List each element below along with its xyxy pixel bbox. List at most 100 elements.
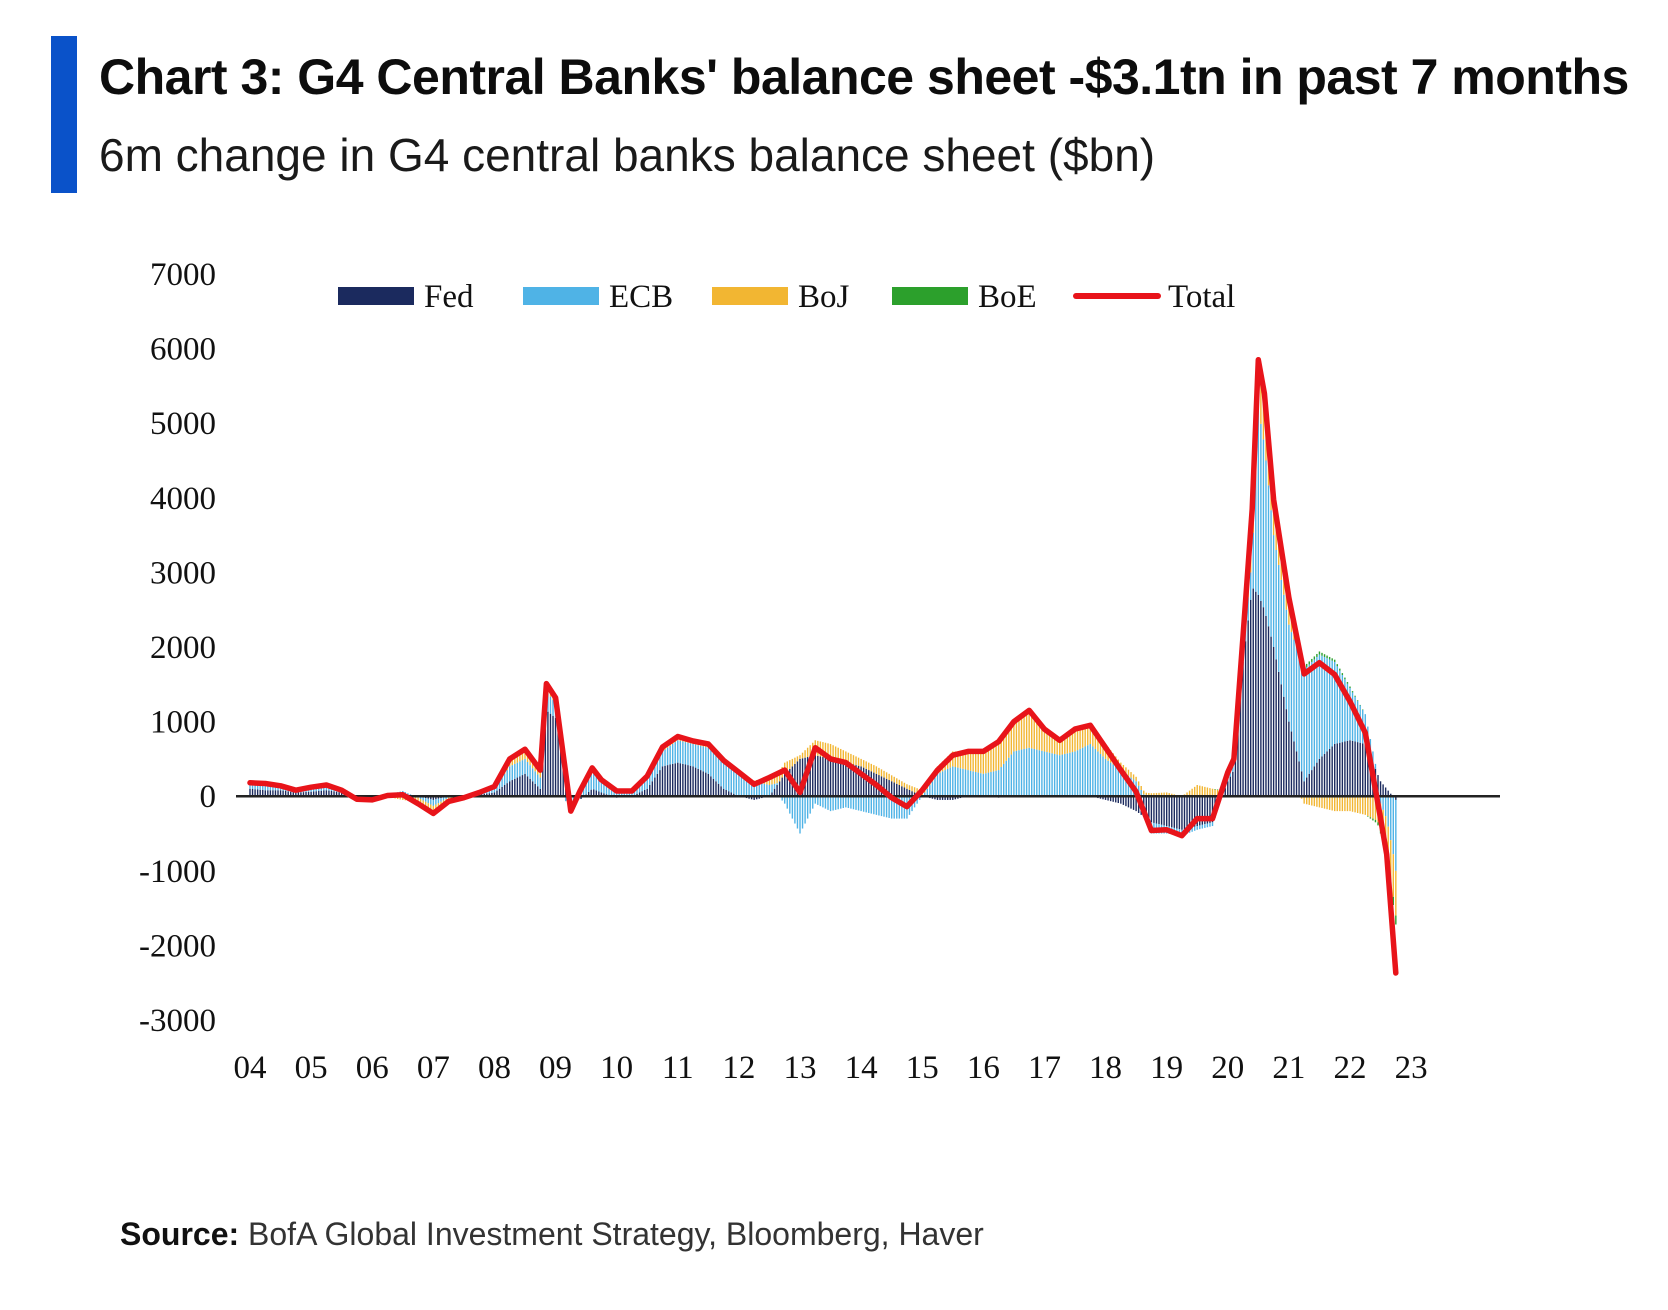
bar-boe: [1341, 673, 1344, 675]
bar-fed: [1349, 740, 1351, 797]
bar-fed: [643, 789, 646, 797]
x-tick-label: 16: [967, 1050, 1000, 1086]
bar-boj: [424, 801, 427, 809]
bar-fed: [1257, 594, 1260, 797]
bar-boj: [1260, 383, 1262, 424]
bar-fed: [1117, 796, 1119, 804]
bar-fed: [936, 796, 939, 800]
bar-fed: [842, 762, 844, 797]
bar-boe: [1356, 700, 1359, 702]
bar-fed: [1270, 636, 1272, 797]
bar-fed: [307, 791, 310, 797]
bar-ecb: [712, 752, 715, 779]
bar-ecb: [419, 796, 422, 800]
bar-ecb: [855, 796, 857, 810]
bar-fed: [702, 771, 704, 797]
bar-fed: [692, 766, 694, 797]
bar-boj: [1076, 728, 1079, 751]
bar-fed: [725, 789, 727, 797]
bar-fed: [1290, 731, 1293, 797]
bar-ecb: [870, 796, 872, 814]
bar-ecb: [249, 784, 251, 789]
bar-fed: [318, 790, 320, 797]
bar-fed: [1367, 750, 1369, 797]
bar-ecb: [1395, 799, 1397, 871]
bar-ecb: [875, 796, 878, 815]
bar-ecb: [524, 758, 526, 774]
bar-fed: [297, 792, 300, 797]
bar-boj: [1275, 521, 1277, 551]
accent-bar: [51, 36, 77, 193]
bar-ecb: [514, 763, 516, 779]
bar-ecb: [509, 766, 511, 782]
bar-ecb: [666, 747, 669, 766]
bar-ecb: [985, 773, 987, 797]
bar-fed: [1341, 742, 1344, 797]
bar-ecb: [633, 789, 636, 795]
x-tick-label: 15: [906, 1050, 939, 1086]
bar-boj: [402, 796, 404, 800]
bar-boj: [1015, 719, 1018, 751]
x-tick-label: 04: [234, 1050, 267, 1086]
bar-ecb: [896, 796, 898, 819]
bar-ecb: [251, 784, 254, 789]
bar-boj: [1323, 796, 1326, 809]
bar-boj: [1153, 793, 1155, 797]
bar-ecb: [519, 761, 521, 777]
bar-ecb: [1041, 750, 1043, 797]
bar-ecb: [786, 796, 788, 809]
bar-fed: [1280, 684, 1282, 797]
bar-ecb: [1094, 748, 1097, 797]
bar-boj: [786, 761, 788, 772]
x-tick-label: 05: [295, 1050, 328, 1086]
bar-ecb: [1074, 751, 1076, 797]
bar-fed: [1193, 796, 1196, 827]
bar-fed: [277, 790, 279, 797]
bar-ecb: [941, 771, 944, 797]
bar-fed: [251, 788, 254, 797]
bar-ecb: [1293, 639, 1295, 742]
bar-boj: [862, 760, 865, 768]
bar-fed: [1227, 781, 1229, 797]
bar-fed: [1278, 671, 1280, 797]
bar-fed: [773, 788, 776, 797]
bar-ecb: [1298, 654, 1300, 762]
bar-ecb: [735, 771, 738, 795]
bar-fed: [687, 765, 689, 797]
x-tick-label: 07: [417, 1050, 450, 1086]
bar-ecb: [939, 772, 941, 797]
bar-ecb: [659, 755, 661, 771]
bar-ecb: [768, 785, 771, 797]
bar-boj: [794, 757, 796, 764]
bar-ecb: [1081, 747, 1084, 797]
bar-boj: [893, 776, 895, 783]
bar-fed: [1249, 599, 1252, 797]
bar-boj: [913, 787, 916, 793]
bar-fed: [1199, 796, 1201, 826]
bar-boj: [1081, 727, 1084, 748]
bar-boj: [1334, 796, 1336, 812]
bar-fed: [941, 796, 944, 800]
bar-ecb: [715, 755, 717, 782]
bar-fed: [1132, 796, 1135, 810]
x-axis: 04 05 06 07 08 09 10 11 12 13 14 15 16 17 18 19 20 21 22 23: [234, 1050, 1428, 1086]
bar-fed: [1158, 796, 1160, 825]
y-tick-label: 3000: [150, 555, 216, 591]
bar-fed: [715, 781, 717, 797]
bar-ecb: [582, 785, 585, 797]
bar-fed: [781, 777, 783, 797]
bar-boj: [1046, 730, 1048, 753]
bar-ecb: [1199, 825, 1201, 830]
bar-fed: [256, 789, 259, 797]
bar-boj: [1341, 796, 1344, 812]
bar-boj: [1084, 726, 1086, 747]
bar-fed: [796, 761, 799, 797]
bar-ecb: [669, 745, 671, 765]
bar-boj: [1043, 729, 1046, 752]
bar-boj: [789, 760, 791, 769]
bar-ecb: [990, 771, 992, 797]
bar-fed: [817, 755, 819, 797]
bar-ecb: [603, 783, 605, 794]
bar-fed: [1168, 796, 1170, 827]
bar-ecb: [1069, 752, 1071, 797]
